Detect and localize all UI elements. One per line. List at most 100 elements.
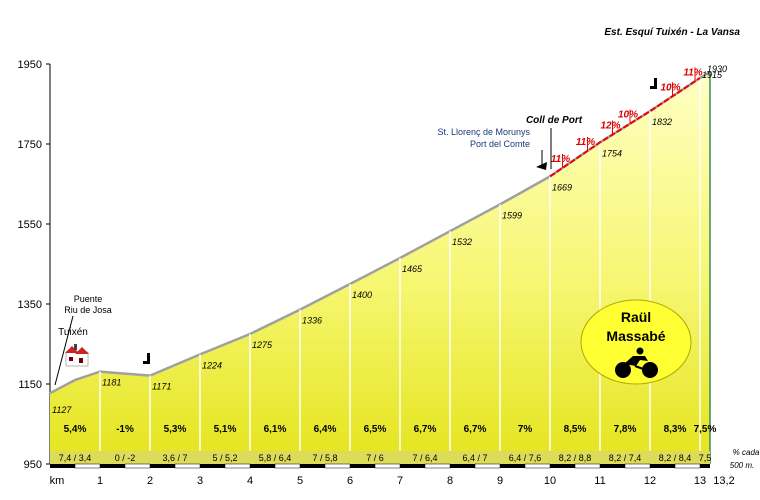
segment-gradient: 6,7% — [464, 424, 487, 435]
altitude-label: 1832 — [652, 117, 672, 127]
km-gridlines — [99, 78, 701, 464]
junction-arrowhead — [536, 162, 547, 170]
start-place: Tuixén — [58, 327, 88, 338]
sub-note-line1: % cada — [733, 448, 760, 457]
altitude-label: 1599 — [502, 210, 522, 220]
climb-sign-right — [650, 78, 657, 89]
steep-percent: 11% — [683, 67, 702, 78]
x-bar-white — [674, 463, 701, 469]
x-bar-black — [50, 464, 75, 468]
x-bar-white — [274, 463, 301, 469]
x-bar-white — [224, 463, 251, 469]
x-bar-white — [324, 463, 351, 469]
x-bar-black — [300, 464, 325, 468]
x-bar-white — [124, 463, 151, 469]
steep-percent: 10% — [618, 110, 638, 121]
x-tick-label: 4 — [247, 475, 253, 487]
x-tick-label: 13,2 — [713, 475, 734, 487]
y-tick-label: 1350 — [18, 299, 42, 311]
altitude-label: 1465 — [402, 264, 423, 274]
junction-line1: St. Llorenç de Morunys — [437, 127, 530, 137]
x-bar-black — [400, 464, 425, 468]
profile-fill — [50, 72, 710, 464]
altitude-label: 1754 — [602, 148, 622, 158]
y-axis: 950 1150 1350 1550 1750 1950 — [18, 59, 51, 471]
x-bar-black — [700, 464, 710, 468]
author-last-name: Massabé — [606, 328, 665, 344]
x-bar-white — [174, 463, 201, 469]
author-badge: Raül Massabé — [580, 299, 692, 385]
author-badge-ellipse — [580, 299, 692, 385]
segment-gradient: 5,1% — [214, 424, 237, 435]
altitude-label: 1127 — [52, 405, 72, 415]
segment-sub-gradient: 6,4 / 7,6 — [509, 453, 542, 463]
x-bar-black — [150, 464, 175, 468]
altitude-label: 1915 — [702, 70, 723, 80]
segment-gradient: 7,8% — [614, 424, 637, 435]
x-bar-black — [100, 464, 125, 468]
segment-sub-gradient: 7 / 6 — [366, 453, 384, 463]
x-bar-white — [424, 463, 451, 469]
altitude-label: 1171 — [152, 382, 171, 392]
steep-line — [549, 77, 701, 178]
x-bar-white — [74, 463, 101, 469]
steep-percent: 11% — [576, 137, 595, 148]
segment-gradient: 6,7% — [414, 424, 437, 435]
altitude-label: 1336 — [302, 316, 322, 326]
chart-title: Est. Esquí Tuixén - La Vansa — [604, 27, 740, 38]
segment-gradient: 7,5% — [694, 424, 717, 435]
segment-sub-gradient: 8,2 / 8,8 — [559, 453, 592, 463]
altitude-label: 1224 — [202, 360, 222, 370]
x-bar-black — [250, 464, 275, 468]
author-first-name: Raül — [621, 309, 651, 325]
x-tick-label: 11 — [594, 475, 605, 487]
altitude-label: 1532 — [452, 237, 472, 247]
segment-sub-gradient: 8,2 / 7,4 — [609, 453, 642, 463]
x-bar-black — [500, 464, 525, 468]
steep-percent: 11% — [551, 154, 570, 165]
segment-gradient: 8,3% — [664, 424, 687, 435]
x-bar-white — [574, 463, 601, 469]
cyclist-icon — [615, 347, 658, 378]
x-bar-black — [450, 464, 475, 468]
altitude-label: 1930 — [707, 64, 727, 74]
x-bar-white — [524, 463, 551, 469]
altitude-label: 1181 — [102, 378, 121, 388]
steep-percent: 12% — [600, 121, 620, 132]
segment-gradient: 6,1% — [264, 424, 287, 435]
junction-line2: Port del Comte — [470, 139, 530, 149]
x-bar-black — [350, 464, 375, 468]
segment-sub-gradient: 5 / 5,2 — [212, 453, 237, 463]
strip-band — [50, 451, 710, 464]
segment-sub-gradient: 7,4 / 3,4 — [59, 453, 92, 463]
sub-note: % cada 500 m. — [730, 448, 760, 470]
start-annotation: Puente Riu de Josa Tuixén — [54, 294, 112, 386]
segment-gradient: 7% — [518, 424, 533, 435]
segment-sub-gradient: 7,5 — [699, 453, 712, 463]
y-tick-label: 1750 — [18, 139, 42, 151]
x-axis-label: km — [50, 475, 65, 487]
segment-sub-gradient: 8,2 / 8,4 — [659, 453, 692, 463]
village-icon — [65, 344, 89, 367]
segment-sub-gradient: 0 / -2 — [115, 453, 136, 463]
x-axis: km 1 2 3 4 5 6 7 8 9 10 11 12 13 13,2 — [50, 463, 735, 487]
altitude-label: 1400 — [352, 290, 372, 300]
altitude-label: 1275 — [252, 340, 273, 350]
x-tick-label: 2 — [147, 475, 153, 487]
start-leader-line — [54, 315, 74, 386]
x-bar-black — [650, 464, 675, 468]
climb-sign-left — [143, 353, 150, 364]
start-point-line1: Puente — [74, 294, 103, 304]
sub-note-line2: 500 m. — [730, 461, 754, 470]
segment-gradient: 6,5% — [364, 424, 387, 435]
segment-gradient: 8,5% — [564, 424, 587, 435]
altitude-labels: 1127 1181 1171 1224 1275 1336 1400 1465 1532 1599… — [52, 64, 727, 415]
segment-sub-gradient: 6,4 / 7 — [462, 453, 487, 463]
steep-percent: 10% — [660, 82, 680, 93]
x-bar-black — [550, 464, 575, 468]
y-tick-label: 1950 — [18, 59, 42, 71]
x-tick-label: 5 — [297, 475, 303, 487]
x-tick-label: 6 — [347, 475, 353, 487]
x-tick-label: 9 — [497, 475, 503, 487]
start-point-line2: Riu de Josa — [64, 305, 112, 315]
